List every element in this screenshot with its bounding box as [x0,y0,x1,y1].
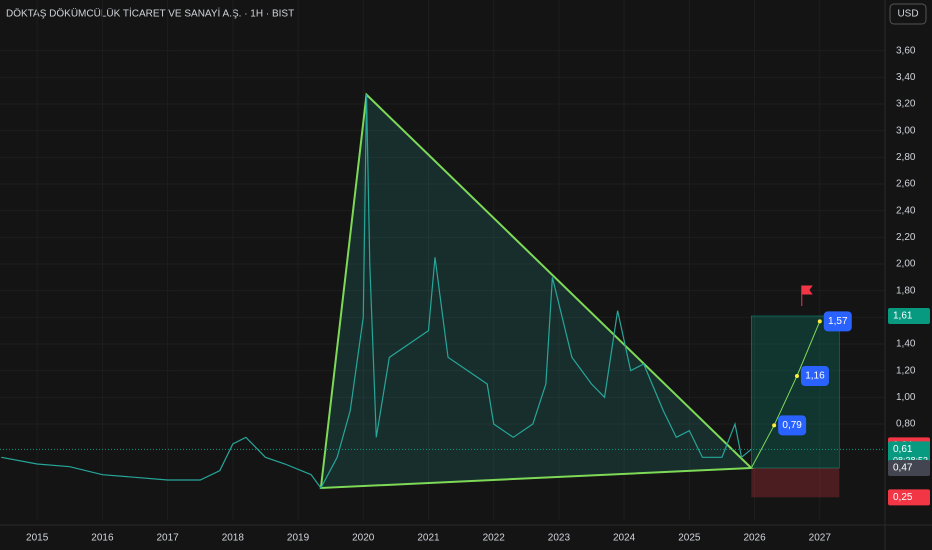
x-tick-label: 2017 [156,533,179,544]
y-tick-label: 3,60 [896,45,916,56]
price-line [1,94,752,490]
y-tick-label: 3,00 [896,125,916,136]
projection-point [817,319,822,324]
x-tick-label: 2016 [91,533,114,544]
currency-label[interactable]: USD [897,9,918,20]
y-tick-label: 1,80 [896,285,916,296]
target-zone [751,315,840,469]
y-tick-label: 0,80 [896,419,916,430]
chart-title: DÖKTAŞ DÖKÜMCÜLÜK TİCARET VE SANAYİ A.Ş.… [6,7,294,20]
annotation-label: 1,16 [805,371,825,382]
y-tick-label: 2,80 [896,152,916,163]
triangle-drawing [319,92,754,490]
annotation-label: 1,57 [828,316,848,327]
y-tick-label: 2,20 [896,232,916,243]
x-tick-label: 2026 [743,533,766,544]
x-tick-label: 2022 [483,533,506,544]
x-tick-label: 2015 [26,533,49,544]
stop-zone [751,468,840,498]
annotation-box [778,415,807,436]
price-tag-label: 0,61 [893,444,913,455]
y-tick-label: 3,40 [896,72,916,83]
x-tick-label: 2018 [222,533,245,544]
x-tick-label: 2023 [548,533,571,544]
price-tag [888,308,930,324]
annotation-label: 0,79 [782,420,802,431]
y-tick-label: 2,40 [896,205,916,216]
price-tag [888,489,930,506]
projection-line [750,321,821,469]
x-tick-label: 2027 [809,533,832,544]
y-tick-label: 1,20 [896,365,916,376]
price-tag-label: 1,61 [893,311,913,322]
annotation-box [800,366,829,386]
y-tick-label: 1,00 [896,392,916,403]
y-tick-label: 3,20 [896,99,916,110]
price-tag [888,460,930,476]
currency-button[interactable] [889,3,927,25]
x-tick-label: 2021 [417,533,440,544]
y-tick-label: 2,60 [896,179,916,190]
x-tick-label: 2019 [287,533,310,544]
projection-point [794,374,799,378]
y-tick-label: 1,40 [896,339,916,350]
y-tick-label: 2,00 [896,259,916,270]
target-flag [801,285,813,306]
projection-point [772,423,777,428]
price-tag-label: 0,47 [893,463,913,474]
price-tag-label: 0,25 [893,492,913,503]
annotation-box [823,311,852,332]
x-tick-label: 2024 [613,533,636,544]
x-tick-label: 2020 [352,533,375,544]
x-tick-label: 2025 [678,533,701,544]
